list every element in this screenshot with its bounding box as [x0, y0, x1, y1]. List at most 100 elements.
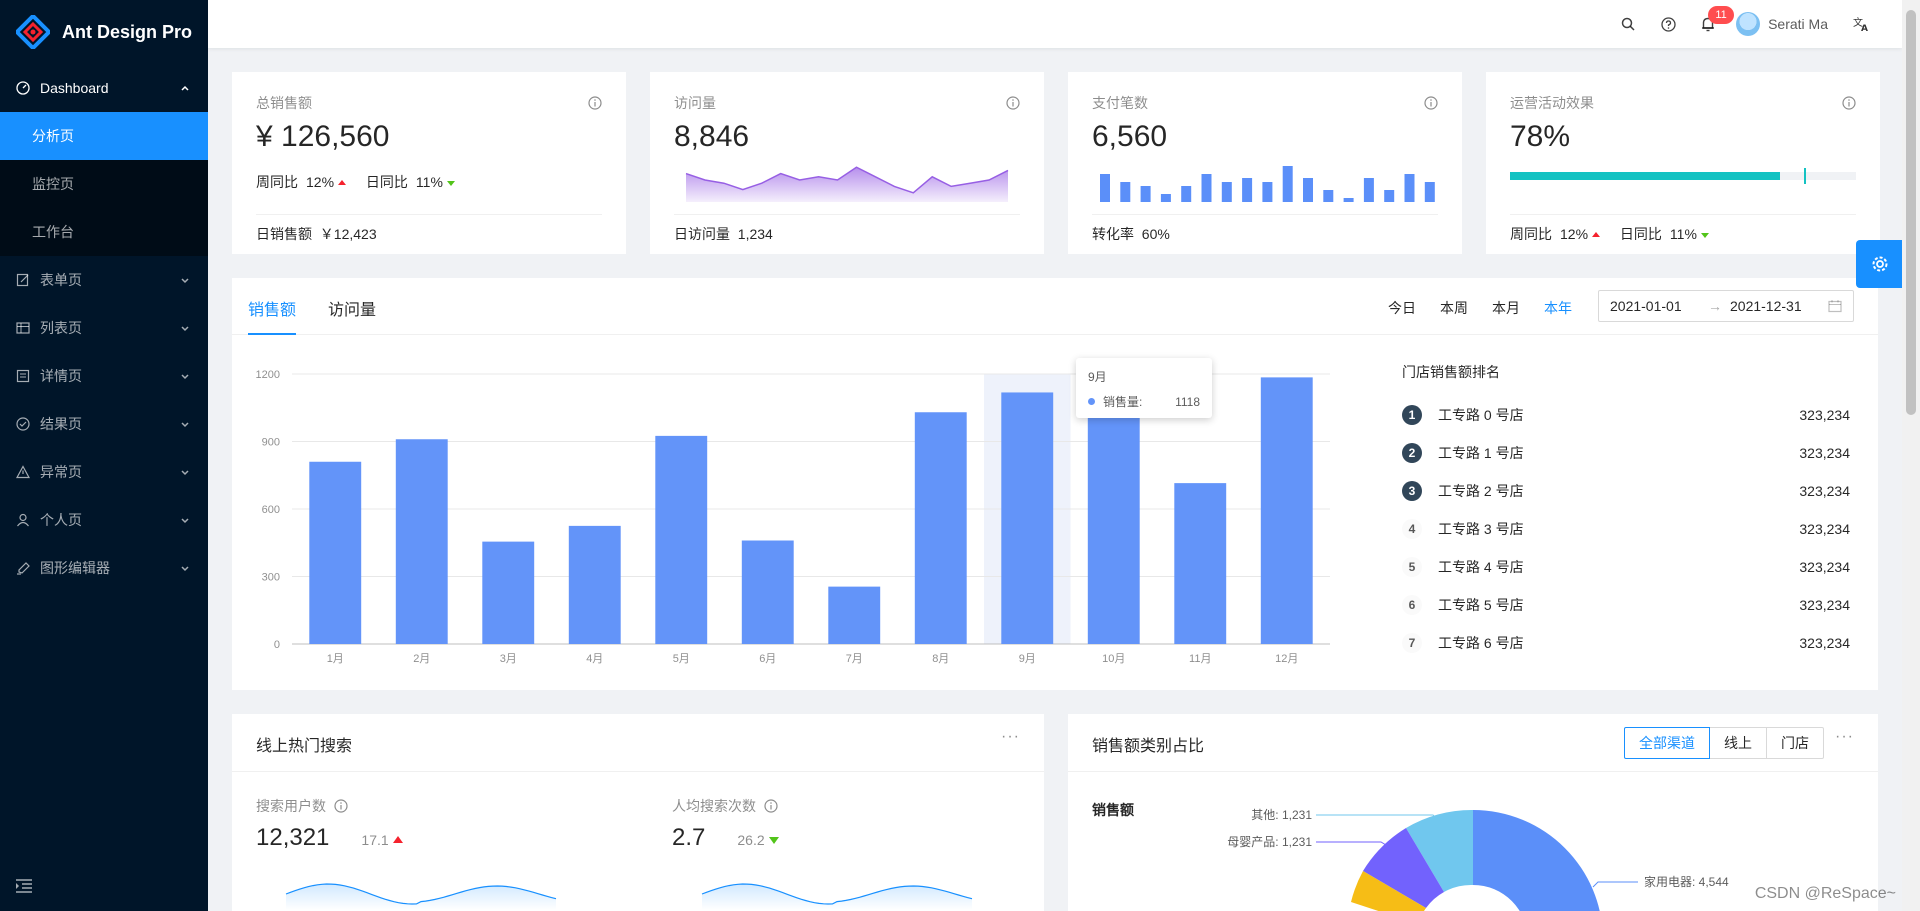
info-circle-icon[interactable]	[1842, 96, 1856, 110]
sidebar-item-analysis[interactable]: 分析页	[0, 112, 208, 160]
tab-sales[interactable]: 销售额	[248, 302, 297, 319]
channel-all-button[interactable]: 全部渠道	[1624, 727, 1710, 759]
trend-value: 11%	[415, 174, 443, 190]
progress-track	[1510, 168, 1856, 184]
sidebar-item-monitor[interactable]: 监控页	[32, 176, 74, 192]
x-tick-label: 7月	[846, 653, 863, 665]
logo[interactable]: Ant Design Pro	[0, 0, 208, 64]
stat-content: 周同比 12% 日同比 11%	[256, 156, 602, 202]
sales-bar[interactable]	[914, 412, 967, 644]
sales-bar[interactable]	[309, 461, 362, 644]
rank-number: 1	[1402, 405, 1422, 425]
range-today[interactable]: 今日	[1388, 300, 1416, 316]
search-button[interactable]	[1608, 0, 1648, 48]
footer-label: 日访问量	[674, 226, 730, 242]
tab-visits[interactable]: 访问量	[328, 302, 377, 319]
more-icon[interactable]: ···	[1001, 728, 1020, 745]
sparkline-fill	[702, 884, 972, 910]
y-tick-label: 300	[262, 572, 280, 584]
x-tick-label: 6月	[759, 653, 776, 665]
payment-bar	[1282, 166, 1293, 202]
sidebar-item-dashboard[interactable]: Dashboard	[0, 64, 208, 112]
rank-value: 323,234	[1799, 483, 1850, 499]
trend-label: 日同比	[1619, 226, 1662, 242]
trend-dod: 日同比 11%	[366, 172, 455, 192]
sidebar-item-label: 个人页	[40, 512, 82, 528]
sales-bar-chart: 0 300 600 900 1200 1月 2月 3月 4月 5月 6月 7月 8月 9月 10月 11月 12…	[256, 369, 1330, 665]
rank-row: 7 工专路 6 号店 323,234	[1402, 624, 1850, 662]
slice-baby	[1363, 828, 1444, 908]
sidebar-item-result[interactable]: 结果页	[0, 400, 208, 448]
sales-bar[interactable]	[828, 586, 881, 644]
sales-bar[interactable]	[568, 525, 621, 644]
chart-tooltip: 9月 销售量: 1118	[1076, 358, 1212, 418]
rank-value: 323,234	[1799, 445, 1850, 461]
sales-bar[interactable]	[482, 541, 535, 644]
search-icon	[1621, 17, 1635, 31]
settings-drawer-button[interactable]	[1856, 240, 1904, 288]
sales-bar[interactable]	[1260, 377, 1313, 644]
chevron-down-icon	[181, 278, 189, 284]
date-start[interactable]: 2021-01-01	[1610, 298, 1682, 314]
rank-number: 4	[1402, 519, 1422, 539]
sales-bar[interactable]	[1174, 483, 1227, 644]
channel-radio-group: 全部渠道 线上 门店	[1624, 727, 1824, 759]
payment-bar	[1363, 178, 1374, 202]
x-tick-label: 3月	[500, 653, 517, 665]
range-month[interactable]: 本月	[1492, 300, 1520, 316]
sales-bar[interactable]	[1087, 381, 1140, 644]
range-year[interactable]: 本年	[1544, 300, 1572, 316]
warning-icon	[16, 465, 30, 479]
scrollbar-thumb[interactable]	[1906, 10, 1916, 415]
help-button[interactable]	[1648, 0, 1688, 48]
payment-bar	[1242, 178, 1253, 202]
user-menu[interactable]: Serati Ma	[1728, 12, 1842, 36]
rank-value: 323,234	[1799, 559, 1850, 575]
hot-search-card: 线上热门搜索 ··· 搜索用户数 12,321 17.1 人均搜索次数 2.7 26…	[232, 714, 1044, 911]
menu-fold-icon[interactable]	[16, 879, 32, 893]
sales-bar[interactable]	[395, 439, 448, 644]
chevron-down-icon	[181, 374, 189, 380]
date-end[interactable]: 2021-12-31	[1730, 298, 1802, 314]
page-scrollbar[interactable]	[1902, 0, 1920, 911]
stat-content	[674, 156, 1020, 202]
caret-down-icon	[768, 837, 779, 844]
sales-bar[interactable]	[741, 540, 794, 645]
range-week[interactable]: 本周	[1440, 300, 1468, 316]
more-icon[interactable]: ···	[1835, 728, 1854, 745]
sales-category-card: 销售额类别占比 全部渠道 线上 门店 ··· 销售额 家用电器: 4,544 其…	[1068, 714, 1878, 911]
sales-bar[interactable]	[1001, 392, 1054, 644]
sidebar-item-workplace[interactable]: 工作台	[32, 224, 74, 240]
x-tick-label: 1月	[327, 653, 344, 665]
notification-button[interactable]: 11	[1688, 0, 1735, 48]
sidebar-item-exception[interactable]: 异常页	[0, 448, 208, 496]
slice-appliances	[1473, 810, 1600, 911]
info-circle-icon[interactable]	[588, 96, 602, 110]
date-range-picker[interactable]: 2021-01-01 → 2021-12-31	[1598, 290, 1854, 322]
per-user-search-stat: 人均搜索次数 2.7 26.2	[672, 796, 779, 852]
payment-bar	[1323, 190, 1334, 202]
channel-online-button[interactable]: 线上	[1709, 727, 1767, 759]
trend-value: 11%	[1669, 226, 1697, 242]
svg-text:文: 文	[1853, 16, 1863, 29]
info-circle-icon[interactable]	[334, 799, 348, 813]
sidebar-item-form[interactable]: 表单页	[0, 256, 208, 304]
sidebar-item-label: 结果页	[40, 416, 82, 432]
tooltip-row: 销售量: 1118	[1088, 393, 1200, 410]
card-title: 销售额类别占比	[1092, 738, 1205, 755]
sidebar-item-profile[interactable]: 详情页	[0, 352, 208, 400]
footer-label: 转化率	[1092, 226, 1134, 242]
rank-number: 5	[1402, 557, 1422, 577]
chevron-down-icon	[181, 470, 189, 476]
info-circle-icon[interactable]	[764, 799, 778, 813]
channel-store-button[interactable]: 门店	[1766, 727, 1824, 759]
translation-icon: 文A	[1853, 16, 1868, 32]
sidebar-item-editor[interactable]: 图形编辑器	[0, 544, 208, 592]
sidebar-item-list[interactable]: 列表页	[0, 304, 208, 352]
info-circle-icon[interactable]	[1424, 96, 1438, 110]
info-circle-icon[interactable]	[1006, 96, 1020, 110]
sidebar-item-account[interactable]: 个人页	[0, 496, 208, 544]
svg-text:A: A	[1861, 24, 1868, 32]
sales-bar[interactable]	[655, 435, 708, 644]
